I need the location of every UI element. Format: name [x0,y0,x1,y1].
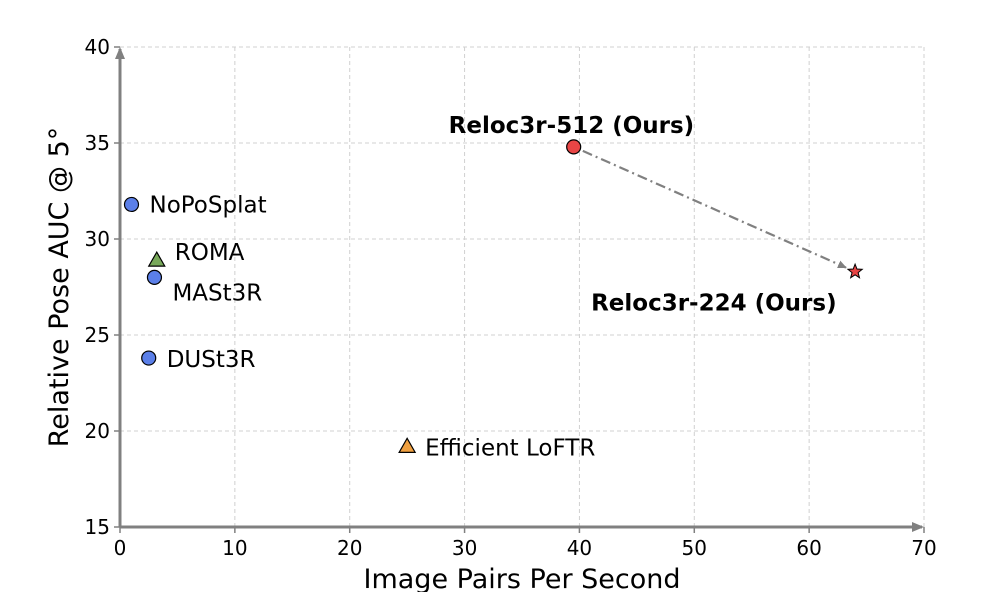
point-dust3r [141,350,157,366]
point-label-roma: ROMA [175,240,245,266]
x-tick-label: 50 [682,536,707,560]
point-label-noposplat: NoPoSplat [149,192,266,218]
improvement-arrow-line [582,149,847,269]
y-tick-label: 30 [85,227,110,251]
x-tick-label: 0 [114,536,127,560]
axes [115,47,924,532]
point-reloc3r-224-ours [846,262,864,279]
y-tick-label: 20 [85,419,110,443]
y-tick-label: 15 [85,515,110,539]
x-tick-label: 30 [452,536,477,560]
x-tick-label: 40 [567,536,592,560]
x-tick-label: 70 [911,536,936,560]
x-tick-label: 60 [796,536,821,560]
y-tick-label: 25 [85,323,110,347]
point-label-dust3r: DUSt3R [167,347,256,373]
point-label-reloc3r-224-ours: Reloc3r-224 (Ours) [591,291,837,317]
point-reloc3r-512-ours [566,139,582,155]
improvement-arrow [582,149,847,269]
point-label-reloc3r-512-ours: Reloc3r-512 (Ours) [449,113,695,139]
x-tick-label: 10 [222,536,247,560]
x-axis-title: Image Pairs Per Second [364,564,681,592]
point-efficient-loftr [398,437,417,453]
y-axis-title: Relative Pose AUC @ 5° [44,127,75,448]
point-roma [147,250,166,267]
point-label-mast3r: MASt3R [172,280,262,306]
data-points: NoPoSplat ROMA MASt3R DUSt3R Efficient LoFTR… [123,113,864,461]
point-noposplat [123,196,140,213]
y-tick-label: 40 [85,35,110,59]
point-mast3r [146,269,163,285]
point-label-efficient-loftr: Efficient LoFTR [425,435,595,461]
tick-labels: 0 10 20 30 40 50 60 70 15 20 25 30 35 40 [85,35,937,560]
y-tick-label: 35 [85,131,110,155]
x-tick-label: 20 [337,536,362,560]
